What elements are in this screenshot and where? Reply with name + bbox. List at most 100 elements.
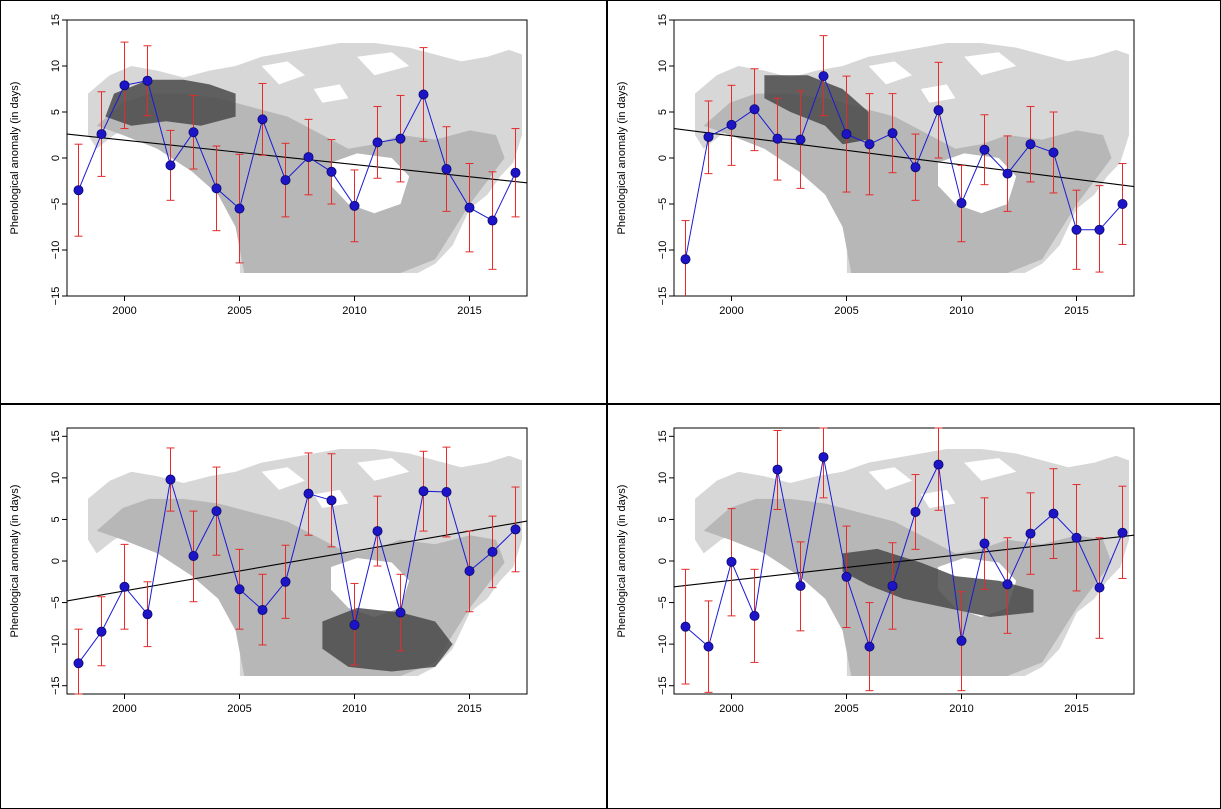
data-point (979, 144, 990, 155)
map-water (357, 458, 410, 481)
data-point (257, 114, 268, 125)
data-point (119, 581, 130, 592)
data-point (1048, 147, 1059, 158)
y-tick-label: −10 (50, 635, 62, 654)
x-tick-label: 2015 (1064, 305, 1088, 317)
x-tick-label: 2000 (112, 305, 136, 317)
y-axis-label: Phenological anomaly (in days) (616, 82, 628, 235)
data-point (211, 183, 222, 194)
data-point (1048, 508, 1059, 519)
chart-panel-bottom-right: −15 −10 −5 0 5 10 15 2000 2005 2010 2015 Phenologic… (607, 404, 1221, 809)
x-tick-label: 2005 (227, 703, 251, 715)
data-point (1071, 224, 1082, 235)
data-point (487, 215, 498, 226)
x-tick-label: 2000 (112, 703, 136, 715)
data-point (372, 526, 383, 537)
x-tick-label: 2000 (719, 305, 743, 317)
data-point (1071, 532, 1082, 543)
data-point (841, 571, 852, 582)
data-point (1002, 168, 1013, 179)
data-point (441, 164, 452, 175)
data-point (464, 202, 475, 213)
y-tick-label: −10 (50, 241, 62, 260)
y-tick-label: −15 (50, 676, 62, 695)
x-tick-label: 2015 (457, 703, 481, 715)
data-point (1117, 198, 1128, 209)
y-tick-label: 5 (50, 109, 62, 115)
trend-line (674, 534, 1134, 588)
data-point (933, 105, 944, 116)
chart-panel-top-right: −15 −10 −5 0 5 10 15 2000 2005 2010 2015 Phenologic… (607, 0, 1221, 404)
data-point (280, 175, 291, 186)
x-tick-label: 2000 (719, 703, 743, 715)
data-point (234, 203, 245, 214)
data-point (726, 556, 737, 567)
data-point (73, 658, 84, 669)
x-tick-label: 2005 (834, 305, 858, 317)
data-point (887, 128, 898, 139)
data-point (487, 546, 498, 557)
data-point (142, 75, 153, 86)
data-point (795, 580, 806, 591)
data-point (188, 551, 199, 562)
map-vegetation (703, 93, 1112, 273)
data-point (910, 506, 921, 517)
data-point (956, 635, 967, 646)
trend-line (67, 520, 527, 602)
y-tick-label: 10 (50, 60, 62, 72)
data-point (772, 133, 783, 144)
data-point (234, 584, 245, 595)
map-water (964, 52, 1017, 76)
y-tick-label: −15 (657, 287, 669, 306)
data-point (418, 89, 429, 100)
y-tick-label: −15 (50, 287, 62, 306)
x-tick-label: 2010 (342, 703, 366, 715)
data-point (96, 626, 107, 637)
y-tick-label: 15 (657, 430, 669, 442)
data-point (910, 162, 921, 173)
data-point (795, 134, 806, 145)
y-tick-label: 5 (657, 109, 669, 115)
data-point (326, 495, 337, 506)
series-line (78, 80, 516, 222)
y-tick-label: −10 (657, 241, 669, 260)
y-tick-label: −5 (657, 596, 669, 609)
y-axis-label: Phenological anomaly (in days) (9, 82, 21, 235)
data-point (818, 71, 829, 82)
data-point (142, 609, 153, 620)
x-tick-label: 2015 (1064, 703, 1088, 715)
data-point (165, 474, 176, 485)
data-point (1094, 582, 1105, 593)
background-map (695, 449, 1129, 676)
y-tick-label: 10 (50, 472, 62, 484)
data-point (1117, 527, 1128, 538)
y-tick-label: −10 (657, 635, 669, 654)
data-point (441, 487, 452, 498)
y-tick-label: 5 (657, 516, 669, 522)
y-axis-label: Phenological anomaly (in days) (616, 485, 628, 638)
data-point (349, 200, 360, 211)
x-tick-label: 2010 (949, 703, 973, 715)
y-tick-label: −5 (50, 198, 62, 211)
data-point (864, 139, 875, 150)
y-tick-label: 15 (50, 14, 62, 26)
trend-line (674, 128, 1134, 188)
data-point (772, 464, 783, 475)
x-tick-label: 2005 (834, 703, 858, 715)
data-point (349, 620, 360, 631)
data-point (326, 166, 337, 177)
data-point (1025, 528, 1036, 539)
data-point (464, 565, 475, 576)
data-point (303, 152, 314, 163)
x-tick-label: 2005 (227, 305, 251, 317)
x-tick-label: 2010 (949, 305, 973, 317)
y-tick-label: −5 (657, 198, 669, 211)
map-water (313, 84, 349, 103)
y-tick-label: −15 (657, 676, 669, 695)
map-water (938, 153, 1017, 214)
y-tick-label: −5 (50, 596, 62, 609)
data-point (395, 607, 406, 618)
y-axis-label: Phenological anomaly (in days) (9, 485, 21, 638)
y-tick-label: 15 (50, 430, 62, 442)
